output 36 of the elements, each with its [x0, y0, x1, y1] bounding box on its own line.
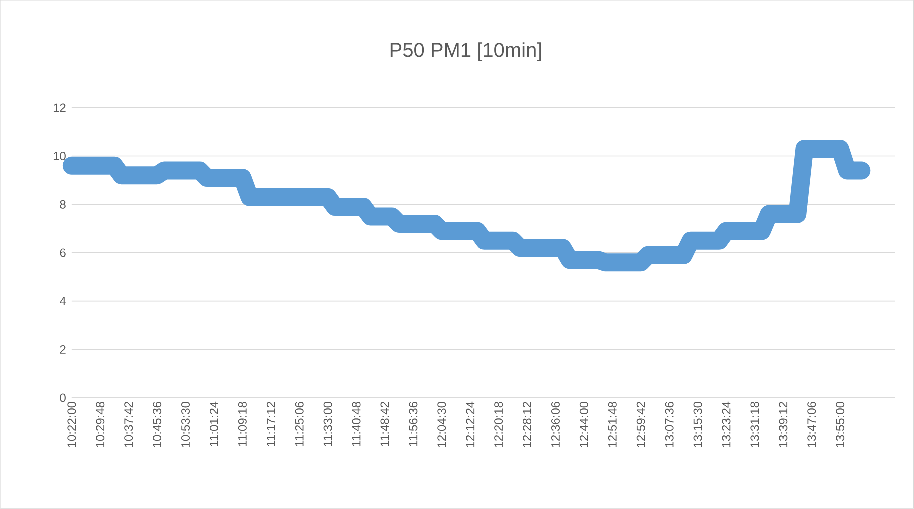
x-tick-label: 13:39:12 — [779, 402, 788, 448]
x-tick-label: 10:29:48 — [96, 402, 105, 448]
x-tick-label: 13:55:00 — [836, 402, 845, 448]
x-tick-label: 10:37:42 — [124, 402, 134, 448]
x-tick-label: 13:31:18 — [750, 402, 760, 448]
x-tick-label: 13:23:24 — [722, 402, 731, 448]
x-tick-label: 12:28:12 — [523, 402, 532, 448]
x-tick-label: 12:12:24 — [466, 402, 475, 448]
x-tick-label: 11:48:42 — [380, 402, 390, 446]
x-tick-label: 11:56:36 — [409, 402, 418, 446]
x-tick-label: 12:20:18 — [494, 402, 504, 448]
y-tick-label: 12 — [54, 104, 66, 112]
x-tick-label: 11:09:18 — [238, 402, 247, 446]
x-tick-label: 10:45:36 — [153, 402, 162, 448]
x-tick-label: 10:22:00 — [68, 402, 76, 448]
chart-title: P50 PM1 [10min] — [390, 42, 542, 62]
y-tick-label: 6 — [60, 248, 66, 258]
x-tick-label: 10:53:30 — [182, 402, 190, 448]
x-tick-label: 11:40:48 — [352, 402, 361, 446]
x-tick-label: 11:01:24 — [210, 402, 218, 446]
x-tick-label: 11:33:00 — [324, 402, 332, 446]
x-tick-label: 13:07:36 — [665, 402, 674, 448]
x-tick-label: 12:04:30 — [438, 402, 446, 448]
x-tick-label: 12:44:00 — [580, 402, 588, 448]
x-tick-label: 11:17:12 — [266, 402, 276, 446]
y-tick-label: 2 — [60, 346, 66, 354]
y-tick-label: 8 — [60, 200, 66, 209]
y-tick-label: 4 — [60, 297, 66, 306]
x-tick-label: 12:59:42 — [636, 402, 646, 448]
x-tick-label: 12:51:48 — [608, 402, 617, 448]
x-tick-label: 11:25:06 — [295, 402, 304, 446]
x-tick-label: 13:15:30 — [694, 402, 702, 448]
y-tick-label: 10 — [54, 152, 66, 161]
x-tick-label: 13:47:06 — [808, 402, 816, 448]
x-tick-label: 12:36:06 — [551, 402, 560, 448]
y-tick-label: 0 — [60, 394, 66, 402]
